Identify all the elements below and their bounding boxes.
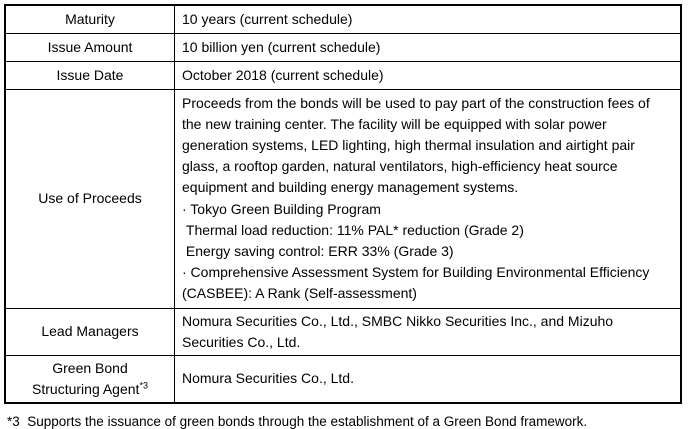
maturity-label: Maturity (4, 4, 175, 34)
structuring-agent-label: Green Bond Structuring Agent*3 (4, 354, 175, 404)
lead-managers-label: Lead Managers (4, 307, 175, 356)
lead-managers-value: Nomura Securities Co., Ltd., SMBC Nikko … (174, 307, 682, 356)
maturity-value: 10 years (current schedule) (174, 4, 682, 34)
issue-amount-label: Issue Amount (4, 32, 175, 62)
use-of-proceeds-label: Use of Proceeds (4, 88, 175, 309)
issue-date-value: October 2018 (current schedule) (174, 60, 682, 90)
structuring-agent-value: Nomura Securities Co., Ltd. (174, 354, 682, 404)
table-row-maturity: Maturity 10 years (current schedule) (4, 4, 682, 34)
table-row-issue-amount: Issue Amount 10 billion yen (current sch… (4, 32, 682, 62)
footnote-reference: *3 (139, 379, 148, 390)
bond-details-table: Maturity 10 years (current schedule) Iss… (4, 4, 682, 404)
issue-date-label: Issue Date (4, 60, 175, 90)
table-row-structuring-agent: Green Bond Structuring Agent*3 Nomura Se… (4, 354, 682, 404)
table-row-lead-managers: Lead Managers Nomura Securities Co., Ltd… (4, 307, 682, 356)
issue-amount-value: 10 billion yen (current schedule) (174, 32, 682, 62)
structuring-agent-label-line1: Green Bond (52, 359, 128, 376)
structuring-agent-label-line2: Structuring Agent (32, 380, 140, 397)
use-of-proceeds-value: Proceeds from the bonds will be used to … (174, 88, 682, 309)
table-row-issue-date: Issue Date October 2018 (current schedul… (4, 60, 682, 90)
table-row-use-of-proceeds: Use of Proceeds Proceeds from the bonds … (4, 88, 682, 309)
footnote-text: *3 Supports the issuance of green bonds … (7, 413, 588, 429)
